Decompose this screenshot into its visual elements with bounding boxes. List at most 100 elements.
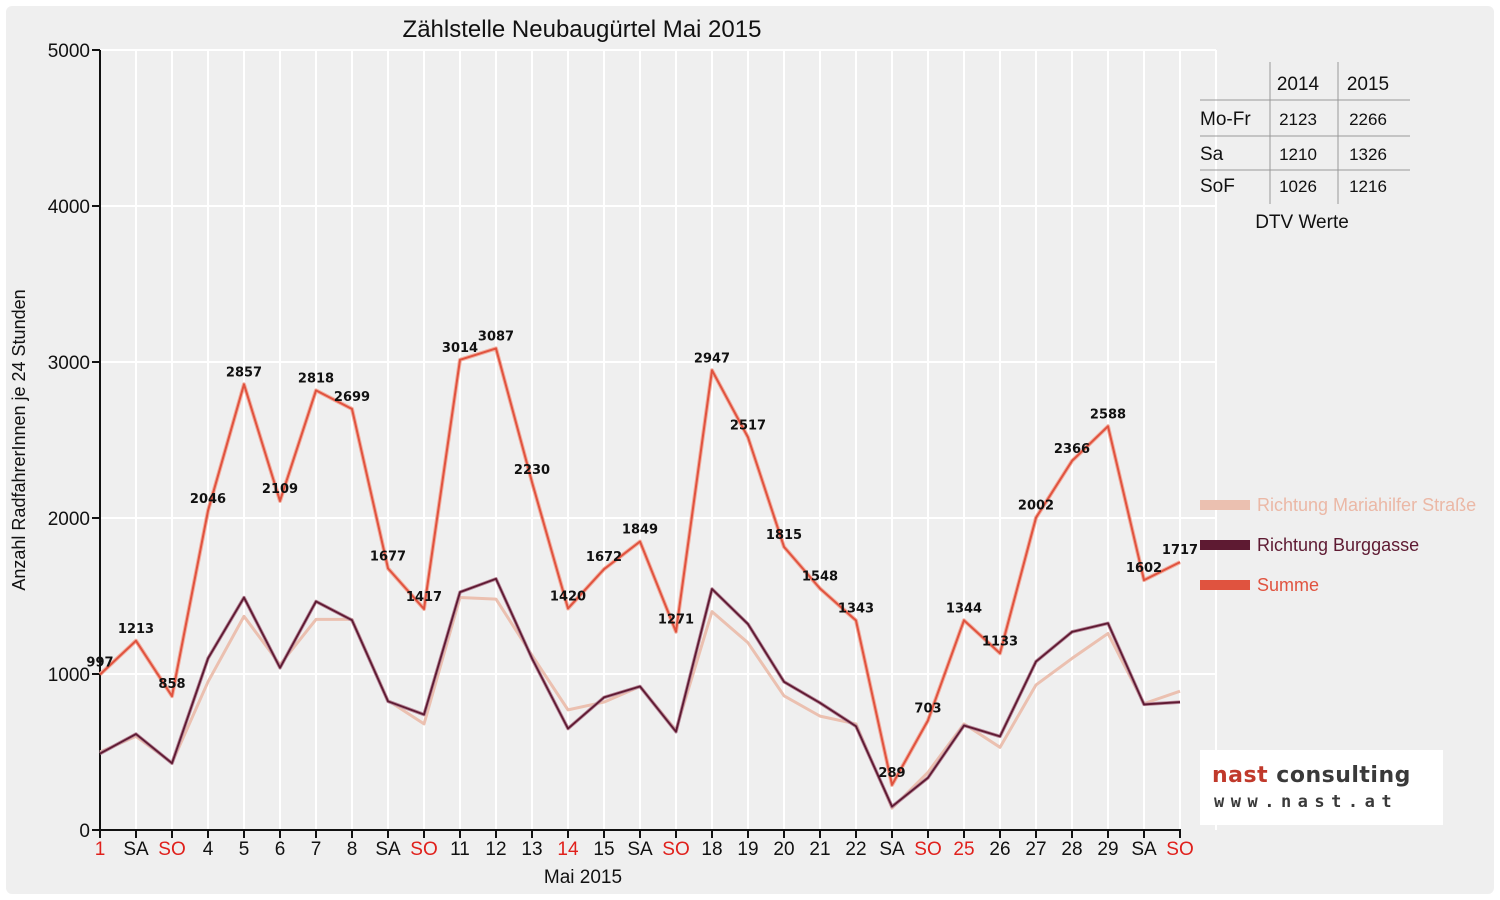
data-label: 2046 (190, 492, 226, 507)
x-tick-label: 18 (701, 839, 722, 860)
data-label: 2947 (694, 351, 730, 366)
legend-swatch (1200, 580, 1250, 590)
series-line-summe (99, 347, 1181, 786)
x-tick-label: SO (914, 839, 941, 860)
data-label: 1602 (1126, 561, 1162, 576)
series-line-burggasse (99, 577, 1181, 808)
data-label: 1343 (838, 601, 874, 616)
data-label: 2699 (334, 390, 370, 405)
x-tick-label: SO (662, 839, 689, 860)
data-label: 703 (914, 701, 941, 716)
y-tick-label: 3000 (48, 353, 90, 374)
data-label: 1420 (550, 589, 586, 604)
y-axis-label: Anzahl RadfahrerInnen je 24 Stunden (9, 289, 29, 590)
x-tick-label: SA (375, 839, 401, 860)
dtv-cell: 2123 (1279, 110, 1317, 129)
dtv-cell: 1210 (1279, 145, 1317, 164)
x-tick-label: 8 (347, 839, 358, 860)
data-label: 1133 (982, 634, 1018, 649)
data-label: 1417 (406, 590, 442, 605)
x-tick-label: 29 (1097, 839, 1118, 860)
chart-frame (6, 6, 1494, 894)
dtv-row-label: Mo-Fr (1200, 109, 1251, 130)
x-tick-label: 28 (1061, 839, 1082, 860)
dtv-col-2015: 2015 (1347, 74, 1389, 95)
data-label: 2857 (226, 365, 262, 380)
data-label: 2109 (262, 482, 298, 497)
legend-label: Richtung Mariahilfer Straße (1257, 495, 1476, 515)
logo-part-nast: nast (1212, 763, 1269, 788)
x-tick-label: SA (123, 839, 149, 860)
dtv-cell: 2266 (1349, 110, 1387, 129)
data-label: 1213 (118, 622, 154, 637)
dtv-cell: 1026 (1279, 177, 1317, 196)
legend-label: Summe (1257, 575, 1319, 595)
data-label: 2588 (1090, 407, 1126, 422)
data-label: 1344 (946, 601, 982, 616)
data-label: 1677 (370, 549, 406, 564)
x-tick-label: 4 (203, 839, 214, 860)
x-tick-label: 12 (485, 839, 506, 860)
data-label: 2517 (730, 418, 766, 433)
logo-url: www.nast.at (1214, 792, 1399, 812)
dtv-cell: 1216 (1349, 177, 1387, 196)
x-tick-label: 14 (557, 839, 579, 860)
x-tick-label: 5 (239, 839, 250, 860)
x-axis-ticks: 1 SA SO 4 5 6 7 8 SA SO 11 12 13 14 15 SA SO 18 19 20 21 22 SA… (95, 830, 1194, 860)
legend: Richtung Mariahilfer Straße Richtung Burg… (1200, 495, 1476, 595)
chart-title: Zählstelle Neubaugürtel Mai 2015 (403, 16, 762, 43)
grid (100, 49, 1217, 830)
dtv-caption: DTV Werte (1255, 212, 1349, 233)
x-tick-label: 21 (809, 839, 830, 860)
logo-wordmark: nast consulting (1212, 763, 1411, 788)
y-tick-label: 2000 (48, 509, 90, 530)
x-tick-label: 1 (95, 839, 106, 860)
x-axis-label: Mai 2015 (544, 867, 622, 888)
data-label: 1548 (802, 570, 838, 585)
legend-label: Richtung Burggasse (1257, 535, 1419, 555)
legend-swatch (1200, 540, 1250, 550)
data-label: 1672 (586, 550, 622, 565)
x-tick-label: 13 (521, 839, 542, 860)
data-label: 3087 (478, 329, 514, 344)
dtv-col-2014: 2014 (1277, 74, 1320, 95)
x-tick-label: SA (627, 839, 653, 860)
x-tick-label: 26 (989, 839, 1010, 860)
data-label: 1271 (658, 613, 694, 628)
x-tick-label: SO (1166, 839, 1193, 860)
dtv-row-label: SoF (1200, 176, 1235, 197)
dtv-table: 2014 2015 Mo-Fr 2123 2266 Sa 1210 1326 S… (1200, 62, 1410, 233)
data-label: 2230 (514, 463, 550, 478)
x-tick-label: 27 (1025, 839, 1046, 860)
x-tick-label: SA (879, 839, 905, 860)
legend-swatch (1200, 500, 1250, 510)
series-lines (98, 346, 1181, 810)
y-tick-label: 0 (79, 821, 90, 842)
x-tick-label: SO (410, 839, 437, 860)
data-label: 3014 (442, 341, 478, 356)
y-axis-ticks: 0 1000 2000 3000 4000 5000 (48, 41, 100, 842)
x-tick-label: SA (1131, 839, 1157, 860)
data-label: 997 (86, 655, 113, 670)
data-label: 2366 (1054, 442, 1090, 457)
logo-part-consulting: consulting (1268, 763, 1411, 788)
data-label: 2818 (298, 371, 334, 386)
x-tick-label: 11 (450, 839, 470, 860)
data-label: 858 (158, 677, 185, 692)
dtv-row-label: Sa (1200, 144, 1224, 165)
dtv-cell: 1326 (1349, 145, 1387, 164)
data-label: 1717 (1162, 543, 1198, 558)
data-label: 1849 (622, 523, 658, 538)
x-tick-label: 19 (737, 839, 758, 860)
data-label: 1815 (766, 528, 802, 543)
x-tick-label: 15 (593, 839, 614, 860)
company-logo: nast consulting www.nast.at (1200, 750, 1443, 825)
y-tick-label: 1000 (48, 665, 90, 686)
x-tick-label: 22 (845, 839, 866, 860)
x-tick-label: 6 (275, 839, 286, 860)
data-label: 2002 (1018, 499, 1054, 514)
y-tick-label: 4000 (48, 197, 90, 218)
x-tick-label: 25 (953, 839, 974, 860)
